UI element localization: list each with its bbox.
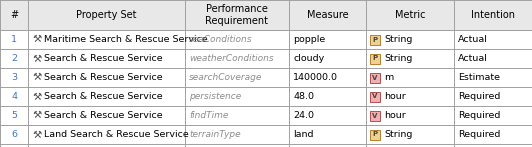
Text: weatherConditions: weatherConditions <box>189 54 273 63</box>
Bar <box>370 35 380 45</box>
Text: Maritime Search & Rescue Service: Maritime Search & Rescue Service <box>44 35 208 44</box>
Text: String: String <box>384 54 412 63</box>
Text: land: land <box>293 130 313 139</box>
Text: Search & Rescue Service: Search & Rescue Service <box>44 73 163 82</box>
Text: 3: 3 <box>11 73 17 82</box>
Text: Actual: Actual <box>458 54 488 63</box>
Text: String: String <box>384 35 412 44</box>
Text: ⚒: ⚒ <box>32 35 41 45</box>
Text: ⚒: ⚒ <box>32 54 41 64</box>
Text: Performance
Requirement: Performance Requirement <box>205 4 269 26</box>
Text: P: P <box>372 36 378 42</box>
Text: Search & Rescue Service: Search & Rescue Service <box>44 111 163 120</box>
Text: ⚒: ⚒ <box>32 91 41 101</box>
Text: Required: Required <box>458 92 501 101</box>
Text: 140000.0: 140000.0 <box>293 73 338 82</box>
Text: 5: 5 <box>11 111 17 120</box>
Text: hour: hour <box>384 111 406 120</box>
Text: ⚒: ⚒ <box>32 111 41 121</box>
Text: Search & Rescue Service: Search & Rescue Service <box>44 54 163 63</box>
Text: Measure: Measure <box>306 10 348 20</box>
Text: Intention: Intention <box>470 10 514 20</box>
Text: V: V <box>372 93 378 100</box>
Text: 2: 2 <box>11 54 17 63</box>
Bar <box>370 91 380 101</box>
Bar <box>370 130 380 140</box>
Bar <box>0 68 532 87</box>
Text: 4: 4 <box>11 92 17 101</box>
Bar <box>0 125 532 144</box>
Text: seaConditions: seaConditions <box>189 35 253 44</box>
Text: persistence: persistence <box>189 92 241 101</box>
Text: Land Search & Rescue Service: Land Search & Rescue Service <box>44 130 189 139</box>
Text: hour: hour <box>384 92 406 101</box>
Text: Required: Required <box>458 111 501 120</box>
Bar <box>370 54 380 64</box>
Text: String: String <box>384 130 412 139</box>
Text: searchCoverage: searchCoverage <box>189 73 262 82</box>
Bar <box>370 72 380 82</box>
Text: Actual: Actual <box>458 35 488 44</box>
Text: ⚒: ⚒ <box>32 130 41 140</box>
Bar <box>370 111 380 121</box>
Text: Required: Required <box>458 130 501 139</box>
Bar <box>0 30 532 49</box>
Text: ⚒: ⚒ <box>32 72 41 82</box>
Text: V: V <box>372 112 378 118</box>
Text: terrainType: terrainType <box>189 130 240 139</box>
Text: #: # <box>10 10 18 20</box>
Bar <box>0 0 532 30</box>
Text: cloudy: cloudy <box>293 54 324 63</box>
Text: 6: 6 <box>11 130 17 139</box>
Text: Metric: Metric <box>395 10 425 20</box>
Text: Search & Rescue Service: Search & Rescue Service <box>44 92 163 101</box>
Text: 48.0: 48.0 <box>293 92 314 101</box>
Text: findTime: findTime <box>189 111 228 120</box>
Text: 1: 1 <box>11 35 17 44</box>
Text: Estimate: Estimate <box>458 73 500 82</box>
Text: P: P <box>372 56 378 61</box>
Text: Property Set: Property Set <box>76 10 137 20</box>
Bar <box>0 87 532 106</box>
Text: V: V <box>372 75 378 81</box>
Bar <box>0 106 532 125</box>
Text: popple: popple <box>293 35 325 44</box>
Bar <box>0 49 532 68</box>
Text: 24.0: 24.0 <box>293 111 314 120</box>
Text: P: P <box>372 132 378 137</box>
Text: m: m <box>384 73 393 82</box>
